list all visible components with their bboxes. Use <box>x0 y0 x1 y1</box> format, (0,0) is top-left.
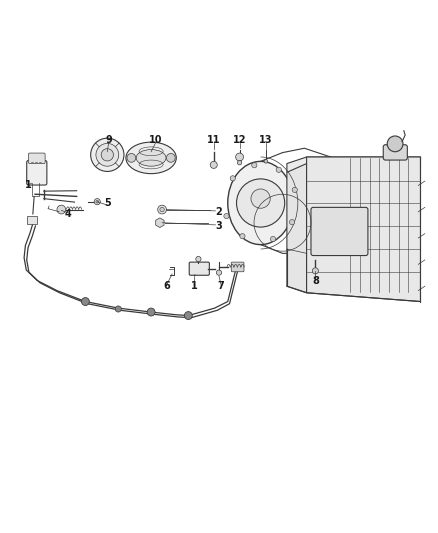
Circle shape <box>240 233 245 239</box>
Circle shape <box>101 149 113 161</box>
Circle shape <box>96 143 119 166</box>
Circle shape <box>387 136 403 152</box>
Polygon shape <box>287 157 420 172</box>
Text: 11: 11 <box>207 135 220 146</box>
FancyBboxPatch shape <box>311 207 368 255</box>
Circle shape <box>236 153 244 161</box>
Circle shape <box>216 270 222 275</box>
Circle shape <box>57 205 66 214</box>
Text: 6: 6 <box>163 281 170 291</box>
Text: 1: 1 <box>191 281 198 291</box>
Circle shape <box>158 205 166 214</box>
Circle shape <box>81 297 89 305</box>
Ellipse shape <box>136 150 166 166</box>
Ellipse shape <box>228 161 293 245</box>
Circle shape <box>237 160 242 165</box>
Circle shape <box>252 163 257 168</box>
FancyBboxPatch shape <box>231 262 244 272</box>
FancyBboxPatch shape <box>27 216 37 224</box>
Text: 5: 5 <box>104 198 111 208</box>
Text: 1: 1 <box>25 181 32 190</box>
Circle shape <box>127 154 136 162</box>
Circle shape <box>96 200 99 203</box>
Text: 9: 9 <box>105 135 112 146</box>
Circle shape <box>166 154 175 162</box>
Polygon shape <box>307 157 420 302</box>
Text: 3: 3 <box>215 221 223 231</box>
Circle shape <box>270 237 276 241</box>
Circle shape <box>276 167 281 172</box>
Circle shape <box>312 268 318 274</box>
Circle shape <box>91 138 124 172</box>
Polygon shape <box>155 218 164 228</box>
Circle shape <box>237 179 285 227</box>
Text: 10: 10 <box>149 135 162 146</box>
Text: 12: 12 <box>233 135 246 146</box>
Circle shape <box>196 256 201 262</box>
Circle shape <box>94 199 100 205</box>
Circle shape <box>290 220 295 225</box>
Ellipse shape <box>126 142 176 174</box>
Text: 4: 4 <box>64 209 71 219</box>
Circle shape <box>147 308 155 316</box>
FancyBboxPatch shape <box>189 262 209 275</box>
FancyBboxPatch shape <box>28 153 45 164</box>
Circle shape <box>210 161 217 168</box>
Circle shape <box>184 312 192 319</box>
Circle shape <box>230 176 235 181</box>
Circle shape <box>251 189 270 208</box>
Circle shape <box>292 187 297 192</box>
Text: 7: 7 <box>218 281 225 291</box>
Text: 13: 13 <box>259 135 272 146</box>
Text: 2: 2 <box>215 207 223 217</box>
Circle shape <box>264 159 268 163</box>
Polygon shape <box>287 164 307 293</box>
Text: 8: 8 <box>312 276 319 286</box>
Circle shape <box>160 207 164 212</box>
Circle shape <box>224 214 229 219</box>
FancyBboxPatch shape <box>27 160 47 185</box>
FancyBboxPatch shape <box>383 145 407 160</box>
Circle shape <box>115 306 121 312</box>
